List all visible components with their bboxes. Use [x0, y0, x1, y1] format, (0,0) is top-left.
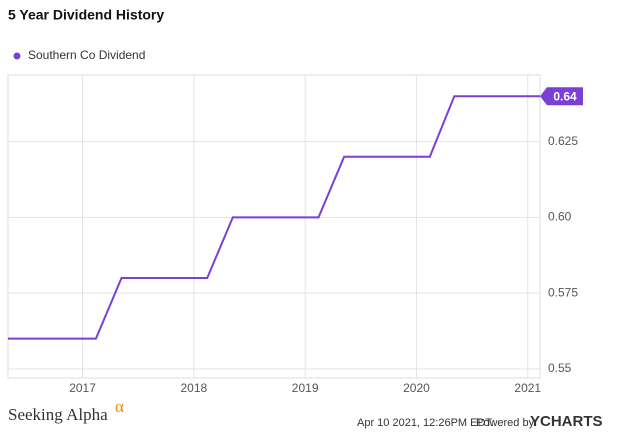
value-tag: [540, 87, 583, 106]
line: [8, 95, 540, 340]
x-tick-label: 2018: [181, 381, 208, 395]
legend-marker: [13, 52, 21, 60]
timestamp: Apr 10 2021, 12:26PM EDT.: [357, 417, 494, 429]
x-tick-label: 2021: [514, 381, 541, 395]
x-tick-label: 2017: [69, 381, 96, 395]
value-label: 0.64: [553, 89, 577, 103]
source-mark: α: [115, 397, 124, 416]
source: Seeking Alpha: [8, 405, 108, 424]
y-tick-label: 0.625: [548, 134, 578, 148]
y-tick-label: 0.55: [548, 361, 572, 375]
y-tick-label: 0.60: [548, 210, 572, 224]
chart-title: 5 Year Dividend History: [8, 7, 164, 23]
x-tick-label: 2020: [403, 381, 430, 395]
y-tick-label: 0.575: [548, 285, 578, 299]
x-tick-label: 2019: [292, 381, 319, 395]
brand: YCHARTS: [530, 413, 603, 430]
legend-label: Southern Co Dividend: [28, 48, 145, 62]
powered-by: Powered by: [476, 417, 535, 429]
plot-area: [7, 74, 541, 379]
